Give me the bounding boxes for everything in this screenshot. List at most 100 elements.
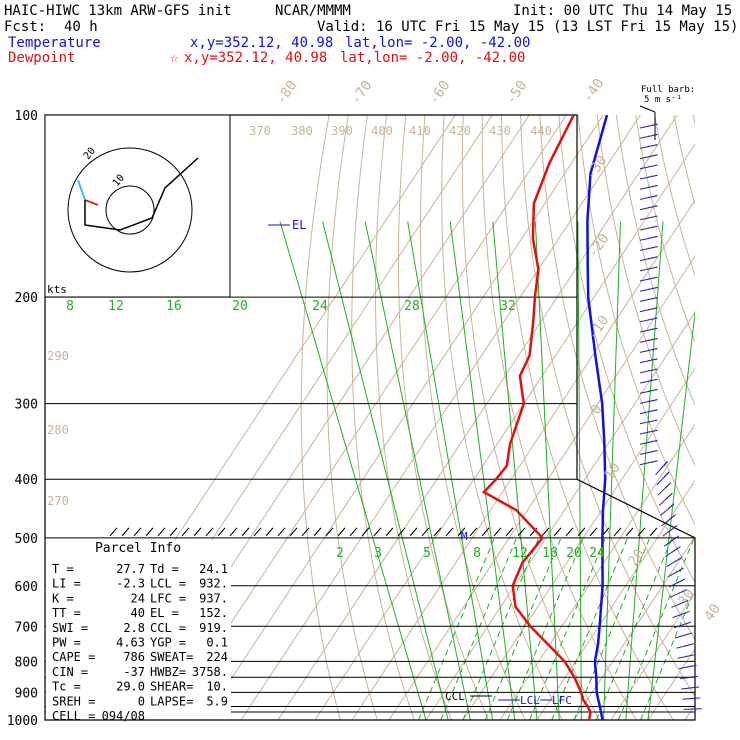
mixing-label: 20 [232,299,248,314]
freezing-hatch [121,527,130,537]
parcel-value: -37 [123,665,145,679]
hodograph-box [44,114,231,298]
isotherm-line [610,591,695,720]
dry-adiabat [300,115,341,720]
lfc-marker: LFC [552,694,572,707]
barb-feather [677,581,679,583]
mixing-label: 8 [66,299,74,314]
moist-adiabat [534,221,560,720]
parcel-value: 24.1 [199,562,228,576]
freezing-hatch [481,527,490,537]
mixing-label: 28 [404,299,420,314]
moist-adiabat [449,221,516,720]
fcst-value: 40 h [64,19,98,35]
dry-adiabat [596,115,695,467]
mixing-ratio-line [462,537,540,720]
dry-adiabat [558,115,695,584]
hodo-kts-label: kts [47,283,67,296]
isotherm-label: -60 [426,78,454,108]
freezing-hatch [181,527,190,537]
theta-label: 280 [47,423,69,437]
parcel-value: 29.0 [116,680,145,694]
theta-label: 290 [47,349,69,363]
pressure-label: 600 [15,580,38,595]
freezing-hatch [349,527,358,537]
freezing-hatch [421,527,430,537]
hodo-ring-inner [105,185,155,235]
parcel-key: YGP = [150,636,186,650]
barb-feather [661,464,666,468]
wind-barb [666,556,683,568]
mixing-label: 16 [542,546,558,561]
parcel-value: 786 [123,650,145,664]
mixing-label: 8 [473,546,481,561]
moist-adiabat [647,308,695,720]
mixing-ratio-line [418,537,495,720]
chart-frame [44,114,696,721]
dry-adiabat [461,115,600,720]
isotherm-label: -40 [580,76,608,106]
star-icon: ☆ [170,50,179,66]
barb-legend-line2: 5 m s⁻¹ [644,95,682,105]
freezing-hatch [625,527,634,537]
parcel-value: 2.8 [123,621,145,635]
moist-adiabat [577,221,582,720]
freezing-hatch [109,527,118,537]
mixing-label: 12 [108,299,124,314]
dry-adiabat [351,115,415,720]
parcel-key: SWI = [52,621,88,635]
mixing-ratio-line [617,537,695,720]
barb-feather [680,579,683,582]
freezing-hatch [589,527,598,537]
freezing-hatch [385,527,394,537]
parcel-key: CIN = [52,665,88,679]
isotherm-line [462,367,695,720]
freezing-hatch [373,527,382,537]
mixing-label: 20 [566,546,582,561]
dry-adiabat [692,115,695,127]
freezing-hatch [433,527,442,537]
wind-barb [670,589,687,598]
parcel-value: 27.7 [116,562,145,576]
parcel-value: 094/08 [102,709,145,723]
parcel-value: 40 [131,606,145,620]
dry-adiabat [539,115,695,641]
freezing-hatch [445,527,454,537]
parcel-key: LI = [52,577,81,591]
dry-adiabat [441,115,563,720]
parcel-key: Tc = [52,680,81,694]
moist-adiabat [625,221,664,720]
freezing-hatch [241,527,250,537]
parcel-value: 0 [138,694,145,708]
mixing-ratio-line [595,537,673,720]
theta-label: 410 [409,124,431,138]
barb-feather [665,472,670,476]
parcel-value: 0.1 [206,636,228,650]
wind-barbs [639,105,702,710]
m-marker: M [461,530,468,543]
mixing-label: 2 [336,546,344,561]
barb-feather [671,515,675,518]
barb-feather [668,493,672,497]
freezing-hatch [205,527,214,537]
mixing-ratio-line [551,537,629,720]
isotherm-label: -80 [273,78,301,108]
pressure-label: 700 [15,620,38,635]
barb-feather [673,525,676,529]
frame-outline [44,114,696,721]
freezing-hatch [229,527,238,537]
theta-label: 440 [530,124,552,138]
dewpoint-line [481,115,592,720]
pressure-label: 400 [15,473,38,488]
theta-label: 380 [291,124,313,138]
isotherm-label: 10 [601,460,624,483]
mixing-ratio-line [640,587,695,720]
parcel-value: 224 [206,650,228,664]
parcel-value: 24 [131,591,145,605]
dry-adiabat [577,115,695,526]
parcel-key: SWEAT= [150,650,193,664]
freezing-hatch [265,527,274,537]
parcel-key: LAPSE= [150,694,193,708]
barb-feather [666,496,670,500]
